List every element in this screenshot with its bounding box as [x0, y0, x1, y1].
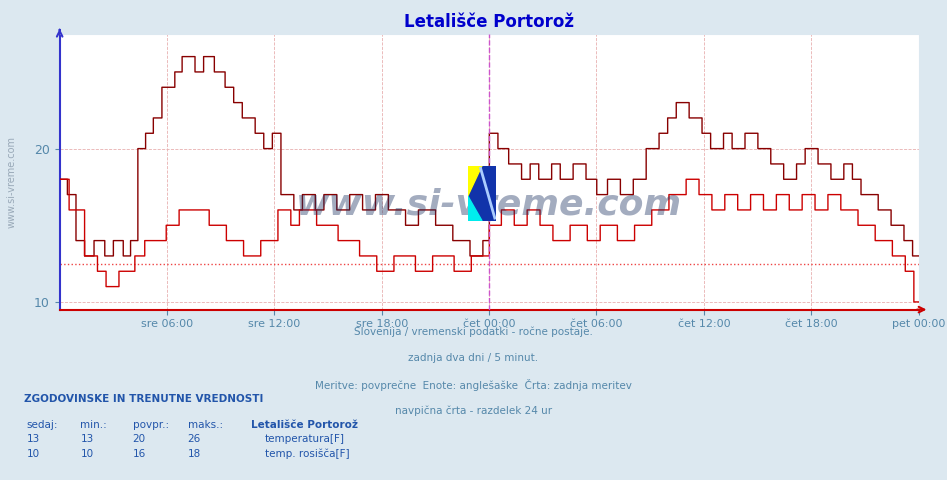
Text: 20: 20 [133, 434, 146, 444]
Text: 16: 16 [133, 449, 146, 459]
Title: Letališče Portorož: Letališče Portorož [404, 12, 574, 31]
Text: ZGODOVINSKE IN TRENUTNE VREDNOSTI: ZGODOVINSKE IN TRENUTNE VREDNOSTI [24, 394, 263, 404]
Text: 10: 10 [27, 449, 40, 459]
Text: 13: 13 [80, 434, 94, 444]
Text: navpična črta - razdelek 24 ur: navpična črta - razdelek 24 ur [395, 406, 552, 416]
Polygon shape [468, 166, 482, 196]
Text: zadnja dva dni / 5 minut.: zadnja dva dni / 5 minut. [408, 353, 539, 363]
Text: www.si-vreme.com: www.si-vreme.com [7, 136, 16, 228]
Text: Letališče Portorož: Letališče Portorož [251, 420, 358, 430]
Text: 10: 10 [80, 449, 94, 459]
Text: www.si-vreme.com: www.si-vreme.com [296, 188, 682, 222]
Polygon shape [468, 196, 482, 221]
Text: Meritve: povprečne  Enote: anglešaške  Črta: zadnja meritev: Meritve: povprečne Enote: anglešaške Črt… [315, 379, 632, 391]
Text: temperatura[F]: temperatura[F] [265, 434, 345, 444]
Text: Slovenija / vremenski podatki - ročne postaje.: Slovenija / vremenski podatki - ročne po… [354, 326, 593, 337]
Text: 18: 18 [188, 449, 201, 459]
Text: povpr.:: povpr.: [133, 420, 169, 430]
Text: maks.:: maks.: [188, 420, 223, 430]
Text: temp. rosišča[F]: temp. rosišča[F] [265, 449, 349, 459]
Text: sedaj:: sedaj: [27, 420, 58, 430]
Text: min.:: min.: [80, 420, 107, 430]
Text: 26: 26 [188, 434, 201, 444]
Text: 13: 13 [27, 434, 40, 444]
